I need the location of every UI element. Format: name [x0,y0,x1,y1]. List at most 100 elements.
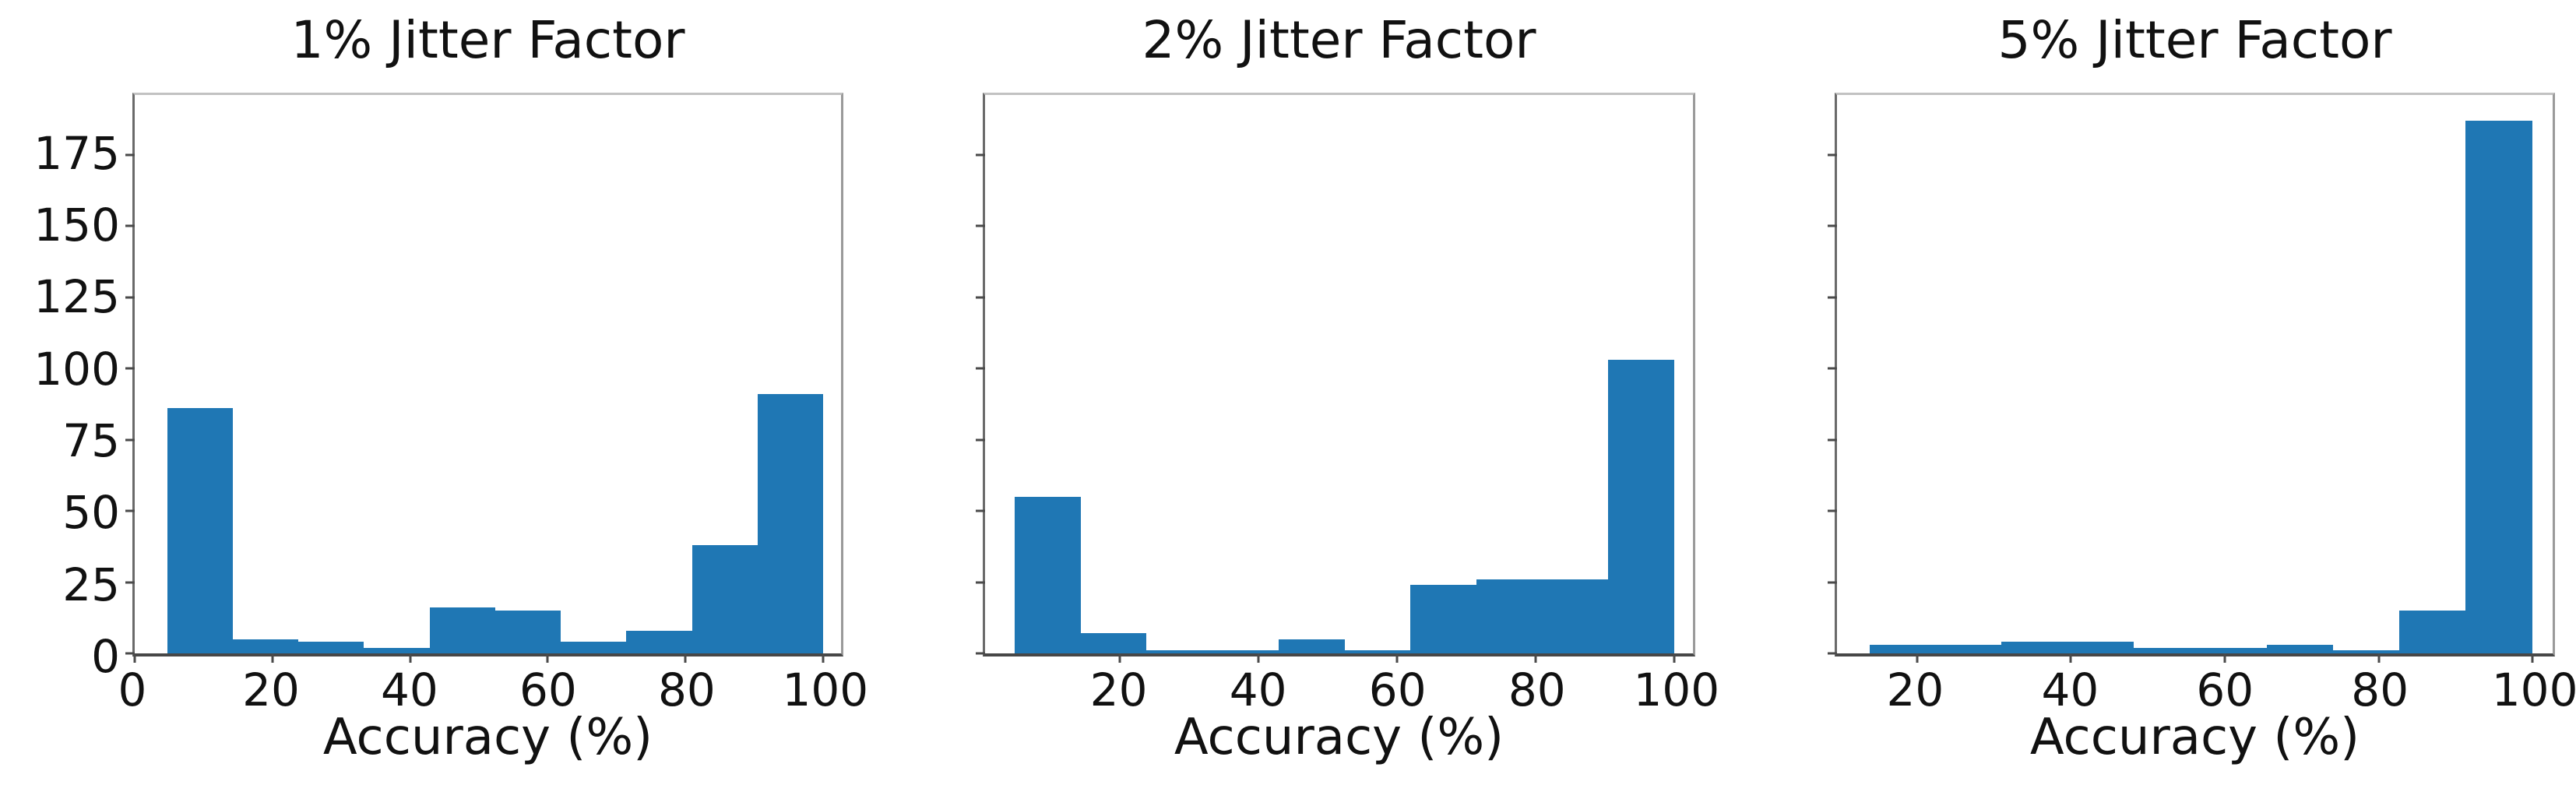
x-tick-mark [1395,653,1399,663]
x-tick-mark [133,653,136,663]
subplot-2pct-jitter: 2% Jitter Factor Accuracy (%) 20 40 60 80 10… [976,15,1719,762]
y-tick-mark [125,438,135,442]
y-tick-mark [125,153,135,157]
y-tick-label: 100 [33,342,120,396]
y-tick-mark [1828,438,1837,442]
plot-area [976,93,1695,663]
x-tick-mark [1534,653,1537,663]
y-tick-label: 125 [33,270,120,324]
y-tick-mark [976,652,985,655]
x-axis-label: Accuracy (%) [2029,709,2360,766]
x-axis-label: Accuracy (%) [322,709,653,766]
y-tick-mark [976,438,985,442]
subplot-1pct-jitter: 1% Jitter Factor Accuracy (%) 0 20 40 60 80 1… [33,15,868,763]
histogram-bar [364,647,431,653]
y-tick-mark [1828,296,1837,299]
x-tick-label: 40 [2041,664,2099,716]
x-axis-label: Accuracy (%) [1174,709,1504,766]
y-tick-mark [125,367,135,370]
chart-title: 1% Jitter Factor [290,10,685,70]
histogram-bar [2333,650,2400,653]
histogram-bar [1212,650,1279,653]
x-tick-mark [1118,653,1121,663]
histogram-bar [1935,645,2002,653]
histogram-bar [2134,647,2201,653]
y-tick-mark [125,296,135,299]
x-tick-label: 0 [118,664,147,716]
y-tick-mark [976,581,985,584]
histogram-bar [2201,647,2268,653]
y-tick-mark [976,224,985,227]
histogram-bar [561,642,627,653]
histogram-bar [2465,120,2533,653]
x-tick-label: 80 [2351,664,2409,716]
y-tick-mark [1828,367,1837,370]
x-tick-label: 40 [1229,664,1287,716]
x-tick-label: 60 [2196,664,2254,716]
chart-title: 5% Jitter Factor [1997,10,2392,70]
x-tick-label: 20 [1089,664,1148,716]
histogram-bar [1080,633,1147,653]
subplot-5pct-jitter: 5% Jitter Factor Accuracy (%) 20 40 60 80 10… [1828,15,2576,762]
x-tick-mark [271,653,274,663]
histogram-bar [1015,496,1081,653]
x-tick-label: 20 [1886,664,1944,716]
histogram-bar [430,607,496,653]
y-tick-label: 25 [62,558,120,611]
y-tick-mark [125,224,135,227]
histogram-bar [298,642,364,653]
histogram-bar [1146,650,1212,653]
histogram-bar [2001,642,2068,653]
x-tick-mark [1257,653,1260,663]
x-tick-mark [1673,653,1676,663]
y-tick-mark [976,509,985,512]
y-tick-mark [1828,224,1837,227]
x-tick-mark [684,653,687,663]
histogram-bar [495,611,561,653]
histogram-bar [233,639,299,653]
histogram-bar [1542,579,1609,653]
x-tick-label: 60 [1368,664,1427,716]
x-tick-label: 80 [657,664,716,716]
histogram-bar [1279,639,1345,653]
y-tick-label: 0 [91,630,120,683]
y-tick-mark [976,367,985,370]
x-tick-label: 100 [2491,664,2576,716]
histogram-bar [1869,645,1936,653]
histogram-bar [758,394,823,653]
chart-title: 2% Jitter Factor [1142,10,1536,70]
y-tick-mark [1828,509,1837,512]
x-tick-label: 20 [242,664,300,716]
histogram-bar [2067,642,2134,653]
y-tick-mark [976,153,985,157]
x-tick-mark [822,653,825,663]
y-tick-label: 175 [33,126,120,180]
y-tick-mark [125,652,135,655]
histogram-bar [1476,579,1543,653]
x-tick-label: 40 [381,664,438,716]
x-tick-mark [2531,653,2534,663]
plot-area [1828,93,2555,663]
x-tick-mark [2069,653,2072,663]
y-tick-mark [1828,581,1837,584]
histogram-bar [167,408,234,653]
y-tick-mark [1828,153,1837,157]
x-tick-mark [2377,653,2381,663]
y-tick-label: 150 [33,198,120,252]
x-tick-mark [1916,653,1919,663]
x-tick-mark [409,653,412,663]
histogram-bar [1608,360,1674,653]
y-tick-mark [125,581,135,584]
histogram-bar [692,545,758,653]
plot-area [125,93,843,663]
x-tick-label: 100 [782,664,869,716]
y-tick-label: 75 [62,414,120,467]
x-tick-label: 80 [1508,664,1566,716]
y-tick-label: 50 [62,486,120,540]
histogram-bar [2267,645,2334,653]
x-tick-mark [546,653,549,663]
x-tick-label: 100 [1633,664,1720,716]
x-tick-mark [2223,653,2226,663]
histogram-bar [2399,611,2466,653]
